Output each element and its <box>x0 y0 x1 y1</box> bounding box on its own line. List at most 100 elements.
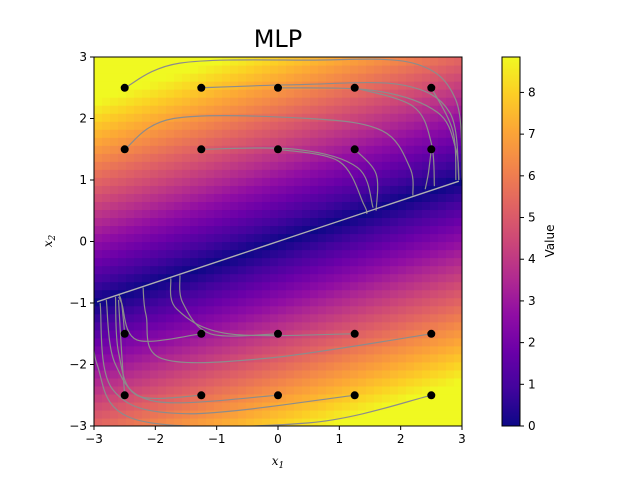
heatmap-cell <box>286 153 295 162</box>
heatmap-cell <box>382 177 391 186</box>
heatmap-cell <box>214 281 223 291</box>
heatmap-cell <box>430 233 439 243</box>
heatmap-cell <box>182 185 191 194</box>
heatmap-cell <box>262 57 271 66</box>
heatmap-cell <box>118 217 127 227</box>
heatmap-cell <box>230 105 239 114</box>
heatmap-cell <box>334 265 343 275</box>
heatmap-cell <box>406 121 415 130</box>
heatmap-cell <box>294 185 303 194</box>
heatmap-cell <box>262 369 271 379</box>
heatmap-cell <box>238 281 247 291</box>
heatmap-cell <box>238 369 247 379</box>
heatmap-cell <box>230 417 239 426</box>
heatmap-cell <box>342 289 351 299</box>
heatmap-cell <box>110 105 119 114</box>
heatmap-cell <box>214 73 223 82</box>
heatmap-cell <box>398 121 407 130</box>
heatmap-cell <box>422 353 431 363</box>
heatmap-cell <box>238 417 247 426</box>
heatmap-cell <box>326 233 335 243</box>
heatmap-cell <box>454 105 462 114</box>
heatmap-cell <box>366 361 375 371</box>
heatmap-cell <box>158 209 167 219</box>
x-axis-label: x1 <box>272 454 285 471</box>
heatmap-cell <box>222 289 231 299</box>
heatmap-cell <box>110 185 119 194</box>
heatmap-cell <box>278 321 287 331</box>
heatmap-cell <box>270 233 279 243</box>
heatmap-cell <box>326 289 335 299</box>
heatmap-cell <box>278 361 287 371</box>
heatmap-cell <box>398 257 407 267</box>
heatmap-cell <box>350 417 359 426</box>
heatmap-cell <box>414 113 423 122</box>
heatmap-cell <box>206 369 215 379</box>
heatmap-cell <box>398 289 407 299</box>
heatmap-cell <box>262 313 271 323</box>
heatmap-cell <box>446 337 455 347</box>
heatmap-cell <box>118 249 127 259</box>
heatmap-cell <box>246 241 255 251</box>
heatmap-cell <box>246 209 255 219</box>
start-point <box>350 329 359 338</box>
heatmap-cell <box>126 361 135 371</box>
heatmap-cell <box>150 233 159 243</box>
heatmap-cell <box>366 185 375 194</box>
heatmap-cell <box>422 241 431 251</box>
heatmap-cell <box>166 193 175 202</box>
heatmap-cell <box>374 217 383 227</box>
heatmap-cell <box>222 393 231 403</box>
heatmap-cell <box>118 377 127 387</box>
heatmap-cell <box>294 369 303 379</box>
heatmap-cell <box>166 89 175 98</box>
heatmap-cell <box>158 329 167 339</box>
heatmap-cell <box>334 353 343 363</box>
heatmap-cell <box>438 377 447 387</box>
heatmap-cell <box>262 73 271 82</box>
heatmap-cell <box>398 241 407 251</box>
heatmap-cell <box>318 65 327 74</box>
heatmap-cell <box>150 73 159 82</box>
heatmap-cell <box>446 353 455 363</box>
heatmap-cell <box>214 369 223 379</box>
heatmap-cell <box>446 393 455 403</box>
heatmap-cell <box>262 97 271 106</box>
heatmap-cell <box>366 321 375 331</box>
heatmap-cell <box>94 393 103 403</box>
heatmap-cell <box>230 241 239 251</box>
heatmap-cell <box>182 297 191 307</box>
heatmap-cell <box>238 289 247 299</box>
heatmap-cell <box>190 209 199 219</box>
heatmap-cell <box>174 129 183 138</box>
heatmap-cell <box>390 313 399 323</box>
heatmap-cell <box>286 177 295 186</box>
heatmap-cell <box>254 209 263 219</box>
heatmap-cell <box>246 257 255 267</box>
heatmap-cell <box>398 249 407 259</box>
heatmap-cell <box>302 385 311 395</box>
heatmap-cell <box>102 121 111 130</box>
heatmap-cell <box>126 201 135 211</box>
heatmap-cell <box>430 209 439 219</box>
heatmap-cell <box>206 177 215 186</box>
heatmap-cell <box>174 393 183 403</box>
heatmap-cell <box>118 73 127 82</box>
trajectory-line <box>430 87 457 181</box>
heatmap-cell <box>326 161 335 170</box>
heatmap-cell <box>118 313 127 323</box>
heatmap-cell <box>158 385 167 395</box>
heatmap-cell <box>230 265 239 275</box>
heatmap-cell <box>270 129 279 138</box>
heatmap-cell <box>358 217 367 227</box>
heatmap-cell <box>342 193 351 202</box>
heatmap-cell <box>334 313 343 323</box>
heatmap-cell <box>294 393 303 403</box>
heatmap-cell <box>326 241 335 251</box>
heatmap-cell <box>334 169 343 178</box>
heatmap-cell <box>110 321 119 331</box>
heatmap-cell <box>454 329 462 339</box>
heatmap-cell <box>374 225 383 235</box>
heatmap-cell <box>134 209 143 219</box>
